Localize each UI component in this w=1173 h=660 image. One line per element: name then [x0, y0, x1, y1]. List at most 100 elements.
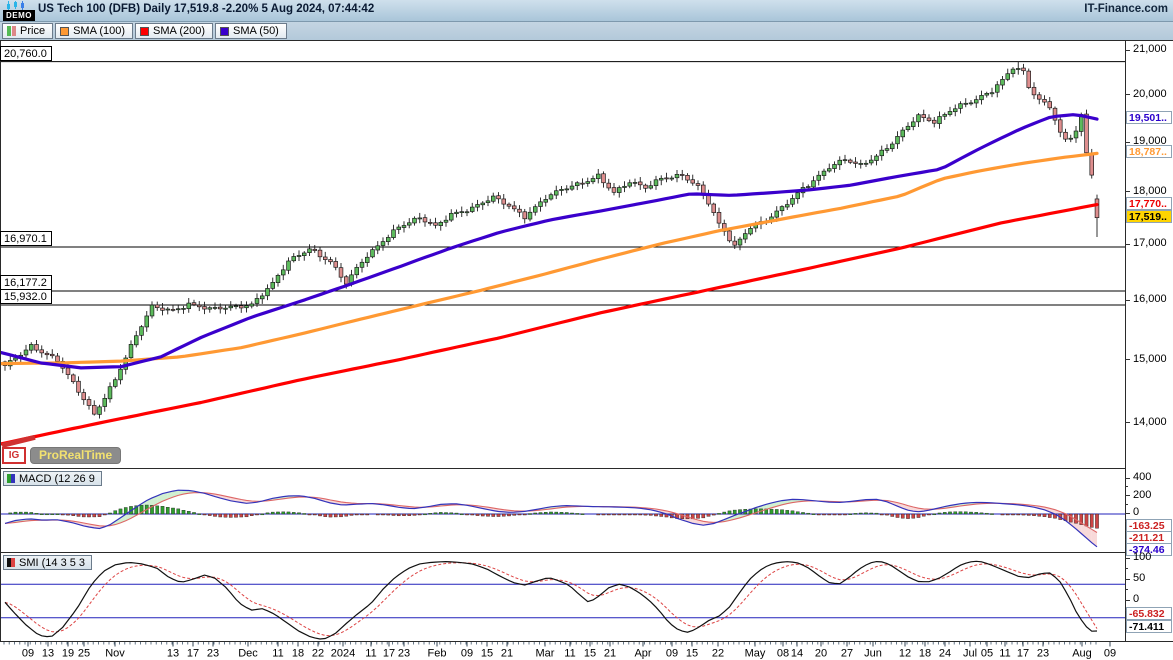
date-label: 09 [666, 648, 678, 660]
macd-tick [1125, 495, 1130, 496]
candle-body [407, 222, 412, 226]
candle-body [181, 308, 186, 310]
candle-body [973, 99, 979, 104]
price-tick-label: 20,000 [1133, 87, 1167, 100]
candle-body [186, 302, 192, 310]
date-label: 09 [22, 648, 34, 660]
candle-body [616, 187, 622, 193]
macd-label-text: MACD (12 26 9 [19, 472, 95, 485]
legend-sma100-label: SMA (100) [73, 25, 126, 37]
macd-indicator-label[interactable]: MACD (12 26 9 [3, 471, 102, 486]
legend-price-button[interactable]: Price [2, 23, 54, 39]
smi-canvas[interactable] [1, 553, 1126, 642]
macd-value-tag: -163.25 [1126, 519, 1172, 532]
date-axis-canvas: 09 13 19 25 Nov 13 17 23 Dec 11 18 22 2024 11 17 23 Feb 0… [3, 642, 1116, 660]
candle-body [296, 255, 302, 257]
date-label: Nov [105, 648, 125, 660]
candle-body [968, 102, 974, 105]
candle-body [685, 175, 690, 181]
candle-body [784, 204, 790, 208]
candle-body [396, 226, 402, 230]
candle-body [449, 212, 454, 221]
candle-body [270, 281, 276, 289]
candle-body [1073, 130, 1079, 139]
candle-body [338, 267, 344, 278]
candle-body [559, 189, 564, 191]
candle-body [606, 182, 611, 189]
candle-body [128, 344, 134, 359]
date-label: 23 [1037, 648, 1049, 660]
candle-body [611, 187, 617, 193]
candle-body [155, 304, 160, 309]
legend-sma50-button[interactable]: SMA (50) [215, 23, 287, 39]
candle-body [895, 136, 900, 145]
price-tick-label: 19,000 [1133, 135, 1167, 148]
legend-sma50-label: SMA (50) [233, 25, 279, 37]
demo-label: DEMO [3, 10, 35, 21]
smi-tick-label: 50 [1133, 572, 1146, 584]
candle-body [380, 241, 386, 246]
candle-body [900, 129, 905, 138]
price-tick-label: 21,000 [1133, 43, 1167, 55]
candle-body [1068, 137, 1073, 140]
smi-signal-line [4, 562, 1098, 637]
candle-body [170, 309, 176, 311]
candle-body [512, 205, 517, 210]
candle-body [160, 307, 165, 311]
macd-tick [1125, 477, 1130, 479]
smi-tick-label: 100 [1133, 551, 1152, 563]
candle-body [590, 178, 596, 183]
candle-body [942, 114, 947, 117]
price-chart-canvas[interactable] [1, 41, 1126, 469]
candle-body [632, 182, 638, 184]
sma-50-line [1, 113, 1099, 370]
candle-body [821, 170, 827, 176]
candle-body [454, 211, 459, 215]
date-label: 14 [791, 648, 803, 660]
macd-panel[interactable]: MACD (12 26 9 [0, 468, 1126, 553]
candle-body [658, 177, 664, 181]
macd-tick-label: 200 [1133, 488, 1152, 501]
brand-link[interactable]: IT-Finance.com [1084, 3, 1168, 15]
date-label: 17 [187, 648, 199, 660]
price-tag: 17,519.. [1126, 209, 1172, 223]
candle-body [847, 159, 853, 163]
level-label: 20,760.0 [0, 45, 52, 61]
candle-body [574, 182, 580, 187]
candle-body [989, 92, 995, 95]
candle-body [832, 164, 837, 169]
mini-candles-icon [7, 1, 24, 10]
candle-body [70, 374, 76, 383]
candle-body [837, 159, 842, 166]
date-label: 09 [461, 648, 473, 660]
date-label: Aug [1072, 648, 1092, 660]
macd-signal-line [4, 492, 1098, 533]
smi-panel[interactable]: SMI (14 3 5 3 [0, 552, 1126, 642]
legend-sma200-button[interactable]: SMA (200) [135, 23, 213, 39]
date-axis[interactable]: 09 13 19 25 Nov 13 17 23 Dec 11 18 22 2024 11 17 23 Feb 0… [0, 641, 1173, 660]
legend-sma100-button[interactable]: SMA (100) [55, 23, 134, 39]
candle-body [401, 225, 407, 228]
candle-body [459, 211, 465, 213]
candle-body [863, 162, 869, 165]
date-label: Dec [238, 648, 258, 660]
date-label: 11 [365, 648, 376, 660]
candle-body [197, 304, 202, 308]
smi-indicator-label[interactable]: SMI (14 3 5 3 [3, 555, 93, 570]
macd-canvas[interactable] [1, 469, 1126, 553]
price-chart-panel[interactable] [0, 40, 1126, 469]
price-tick [1125, 359, 1130, 360]
smi-label-text: SMI (14 3 5 3 [19, 556, 86, 569]
candle-body [254, 298, 260, 304]
candle-body [653, 179, 659, 187]
date-label: 27 [841, 648, 853, 660]
candle-body [779, 206, 785, 212]
provider-watermark[interactable]: IG ProRealTime [1, 434, 122, 464]
candle-body [548, 194, 554, 200]
chart-title: US Tech 100 (DFB) Daily 17,519.8 -2.20% … [38, 3, 375, 15]
candle-body [842, 159, 848, 162]
date-label: 17 [1017, 648, 1029, 660]
candle-body [302, 252, 307, 256]
price-tick [1125, 299, 1130, 301]
candle-body [501, 198, 507, 205]
